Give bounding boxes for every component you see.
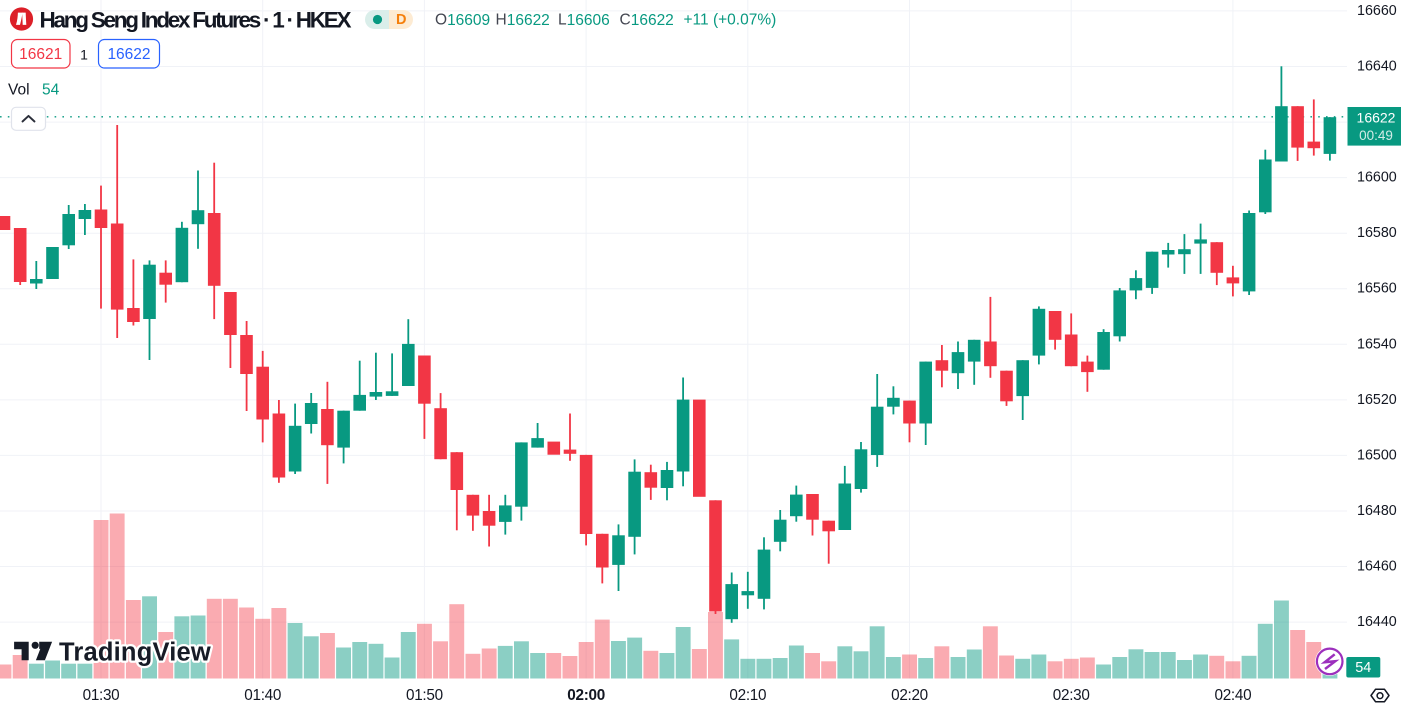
svg-text:16621: 16621 — [19, 46, 62, 63]
svg-text:01:50: 01:50 — [406, 687, 443, 704]
svg-text:02:20: 02:20 — [891, 687, 928, 704]
svg-text:16540: 16540 — [1357, 336, 1397, 352]
svg-text:16660: 16660 — [1357, 3, 1397, 19]
svg-text:54: 54 — [1355, 660, 1371, 676]
svg-text:16600: 16600 — [1357, 170, 1397, 186]
svg-text:01:40: 01:40 — [244, 687, 281, 704]
svg-text:16500: 16500 — [1357, 447, 1397, 463]
svg-text:54: 54 — [42, 82, 60, 99]
svg-text:H16622: H16622 — [496, 12, 550, 29]
svg-text:16640: 16640 — [1357, 59, 1397, 75]
svg-text:16622: 16622 — [107, 46, 150, 63]
svg-text:16480: 16480 — [1357, 503, 1397, 519]
svg-text:Hang Seng Index Futures · 1 ·: Hang Seng Index Futures · 1 · HKEX — [40, 8, 352, 33]
svg-text:O16609: O16609 — [435, 12, 490, 29]
svg-text:C16622: C16622 — [620, 12, 674, 29]
svg-text:02:00: 02:00 — [567, 687, 605, 704]
svg-text:01:30: 01:30 — [83, 687, 120, 704]
svg-text:02:40: 02:40 — [1215, 687, 1252, 704]
svg-text:16580: 16580 — [1357, 225, 1397, 241]
svg-text:16560: 16560 — [1357, 281, 1397, 297]
svg-text:TradingView: TradingView — [59, 638, 211, 666]
svg-text:00:49: 00:49 — [1359, 128, 1393, 143]
svg-text:16440: 16440 — [1357, 614, 1397, 630]
svg-text:16520: 16520 — [1357, 392, 1397, 408]
svg-text:02:30: 02:30 — [1053, 687, 1090, 704]
svg-text:02:10: 02:10 — [729, 687, 766, 704]
svg-text:L16606: L16606 — [558, 12, 610, 29]
svg-text:Vol: Vol — [8, 82, 30, 99]
svg-text:D: D — [396, 12, 406, 28]
svg-text:1: 1 — [80, 46, 88, 62]
svg-text:16622: 16622 — [1357, 109, 1396, 125]
svg-text:+11 (+0.07%): +11 (+0.07%) — [684, 12, 777, 29]
svg-text:16460: 16460 — [1357, 559, 1397, 575]
